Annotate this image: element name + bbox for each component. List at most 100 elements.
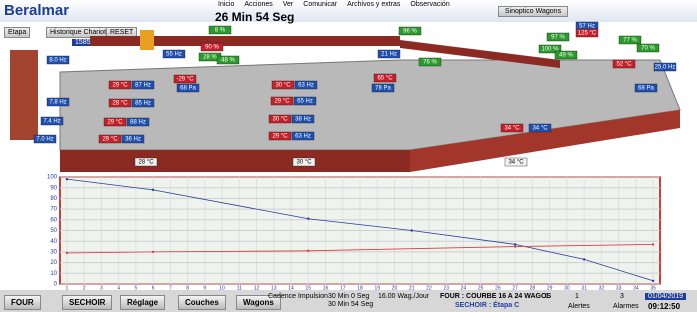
label-box: [271, 80, 295, 90]
x-tick-label: 28: [530, 285, 536, 291]
plant-label: 28 °C: [112, 101, 128, 107]
x-tick-label: 16: [323, 285, 329, 291]
point: [410, 229, 413, 232]
x-tick-label: 19: [374, 285, 380, 291]
label-box: [40, 116, 64, 126]
plant-label: 57 Hz: [579, 24, 595, 30]
plant-label: 77 %: [623, 38, 637, 44]
plant-label: 29 °C: [112, 83, 128, 89]
plant-label: 30 °C: [272, 117, 288, 123]
menu-item[interactable]: Comunicar: [303, 1, 338, 8]
x-tick-label: 23: [443, 285, 449, 291]
x-tick-label: 7: [169, 285, 172, 291]
y-tick-label: 80: [50, 196, 57, 202]
plant-label: 7.0 Hz: [36, 137, 53, 143]
label-box: [546, 32, 570, 42]
y-tick-label: 60: [50, 217, 57, 223]
nav-button[interactable]: Réglage: [120, 295, 166, 310]
x-tick-label: 1: [66, 285, 69, 291]
alertes[interactable]: Alertes: [568, 303, 590, 310]
point: [513, 243, 517, 246]
label-box: [398, 26, 422, 36]
menu-item[interactable]: Inicio: [218, 1, 235, 8]
plant-label: 65 Hz: [297, 99, 313, 105]
label-box: [373, 73, 397, 83]
x-tick-label: 4: [117, 285, 120, 291]
point: [651, 279, 655, 282]
label-box: [504, 157, 528, 167]
menu-item[interactable]: Ver: [282, 1, 294, 8]
date: 01/04/2019: [645, 293, 687, 300]
plant-label: 65 °C: [377, 76, 393, 82]
label-box: [500, 123, 524, 133]
label-box: [108, 80, 132, 90]
label-box: [200, 42, 224, 52]
plant-label: 70 %: [641, 46, 655, 52]
plant-label: 68 Pa: [180, 86, 196, 92]
x-tick-label: 15: [305, 285, 311, 291]
plant-label: 68 Pa: [638, 86, 654, 92]
nav-button[interactable]: Wagons: [236, 295, 281, 310]
plant-label: 8 %: [215, 28, 226, 34]
label-box: [371, 83, 395, 93]
menu-item[interactable]: Archivos y extras: [347, 1, 401, 8]
label-box: [134, 157, 158, 167]
plant-label: 90 %: [205, 45, 219, 51]
menu-item[interactable]: Acciones: [244, 1, 273, 8]
point: [582, 258, 586, 261]
plant-label: 55 Hz: [166, 52, 182, 58]
stage-button[interactable]: Etapa: [4, 27, 31, 38]
plant-label: 8.0 Hz: [49, 58, 66, 64]
x-tick-label: 12: [254, 285, 260, 291]
plant-label: 29 °C: [102, 137, 118, 143]
count: 3: [620, 293, 624, 300]
count: 1: [545, 293, 549, 300]
label-box: [216, 55, 240, 65]
menu-item[interactable]: Observación: [410, 1, 450, 8]
plant-label: 49 %: [559, 53, 573, 59]
x-tick-label: 21: [409, 285, 415, 291]
view-button[interactable]: Sinoptico Wagons: [498, 6, 568, 17]
plant-label: 97 %: [551, 35, 565, 41]
x-tick-label: 30: [564, 285, 570, 291]
plant-label: 76 %: [423, 60, 437, 66]
x-tick-label: 2: [83, 285, 86, 291]
label-box: [208, 25, 232, 35]
label-box: [294, 80, 318, 90]
point: [65, 251, 69, 255]
plant-label: -29 °C: [176, 77, 194, 83]
nav-button[interactable]: SECHOIR: [62, 295, 113, 310]
x-tick-label: 33: [616, 285, 622, 291]
time: 09:12:50: [648, 302, 681, 311]
label-box: [268, 131, 292, 141]
nav-button[interactable]: Couches: [178, 295, 226, 310]
label-box: [121, 134, 145, 144]
point: [307, 217, 310, 220]
point: [151, 188, 155, 192]
y-tick-label: 100: [47, 175, 58, 181]
x-tick-label: 3: [100, 285, 103, 291]
nav-button[interactable]: FOUR: [4, 295, 41, 310]
label-box: [162, 49, 186, 59]
x-tick-label: 26: [495, 285, 501, 291]
x-tick-label: 24: [461, 285, 467, 291]
y-tick-label: 0: [54, 282, 58, 288]
plant-label: 28 %: [203, 55, 217, 61]
x-tick-label: 14: [288, 285, 294, 291]
y-tick-label: 50: [50, 228, 57, 234]
label-box: [46, 55, 70, 65]
x-tick-label: 10: [219, 285, 225, 291]
alarmes[interactable]: Alarmes: [613, 303, 639, 310]
x-tick-label: 25: [478, 285, 484, 291]
label-box: [46, 97, 70, 107]
plant-label: 88 Hz: [130, 120, 146, 126]
y-tick-label: 10: [50, 271, 57, 277]
timer: 26 Min 54 Seg: [215, 10, 295, 24]
plant-label: 29 °C: [272, 134, 288, 140]
label-box: [103, 117, 127, 127]
plant-label: 29 °C: [274, 99, 290, 105]
label-box: [528, 123, 552, 133]
plant-label: 30 °C: [275, 83, 291, 89]
plant-label: 63 Hz: [298, 83, 314, 89]
